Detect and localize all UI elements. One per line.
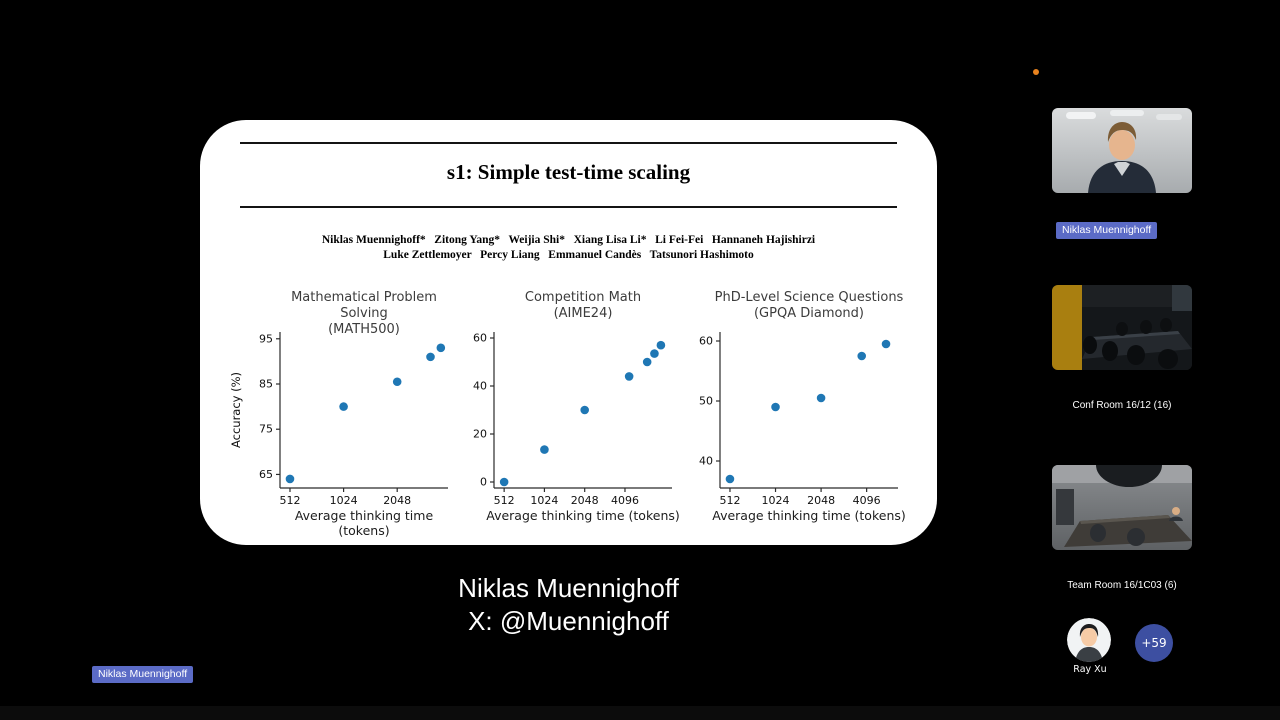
svg-text:512: 512 [279,494,300,507]
paper-title: s1: Simple test-time scaling [446,160,691,184]
svg-text:50: 50 [699,395,713,408]
speaker-handle: X: @Muennighoff [468,606,669,636]
svg-text:60: 60 [699,335,713,348]
presentation-slide: s1: Simple test-time scaling Niklas Muen… [200,120,937,545]
svg-text:1024: 1024 [530,494,558,507]
svg-text:40: 40 [473,380,487,393]
chart-title: Competition Math [524,290,642,305]
svg-text:Accuracy (%): Accuracy (%) [229,372,243,448]
presenter-name-pill: Niklas Muennighoff [1056,222,1158,239]
x-axis-label: Average thinking time (tokens) [486,508,680,523]
scatter-plot-aime24: 512 1024 2048 4096 0 20 40 60 [464,324,684,512]
chart-subtitle: (GPQA Diamond) [753,306,864,321]
speaker-caption: Niklas Muennighoff X: @Muennighoff [200,572,937,638]
team-room-label: Team Room 16/1C03 (6) [1067,580,1177,591]
svg-text:0: 0 [480,476,487,489]
divider-line-mid [240,206,897,208]
team-room-video-feed [1052,465,1192,550]
webcam-video-feed [1052,108,1192,193]
chart-math500: Mathematical Problem Solving (MATH500) 5… [228,290,458,538]
participants-sidebar: Niklas Muennighoff Conf Room 16/12 (16) [1052,0,1202,720]
video-tile-presenter[interactable] [1052,108,1192,193]
svg-text:4096: 4096 [853,494,881,507]
svg-text:95: 95 [259,332,273,345]
video-tile-team-room[interactable] [1052,465,1192,550]
chart-title: PhD-Level Science Questions [714,290,904,305]
svg-text:40: 40 [699,455,713,468]
letterbox-bottom-bar [0,706,1280,720]
divider-line-top [240,142,897,144]
svg-text:1024: 1024 [762,494,790,507]
svg-text:512: 512 [494,494,515,507]
svg-text:2048: 2048 [383,494,411,507]
svg-text:75: 75 [259,423,273,436]
chart-title: Mathematical Problem Solving [291,290,437,321]
svg-text:512: 512 [719,494,740,507]
svg-text:85: 85 [259,378,273,391]
orange-indicator-dot [1033,69,1039,75]
author-list: Niklas Muennighoff* Zitong Yang* Weijia … [200,233,937,263]
conf-room-label: Conf Room 16/12 (16) [1072,400,1172,411]
participant-name-label: Ray Xu [1073,664,1107,675]
chart-aime24: Competition Math (AIME24) 512 1024 2048 409… [464,290,684,538]
conf-room-video-feed [1052,285,1192,370]
scatter-plot-math500: 512 1024 2048 65 75 85 95 Accuracy (%) [228,324,458,512]
charts-row: Mathematical Problem Solving (MATH500) 5… [224,290,914,538]
chart-subtitle: (MATH500) [328,322,400,337]
x-axis-label: Average thinking time (tokens) [712,508,906,523]
scatter-plot-gpqa: 512 1024 2048 4096 40 50 60 [690,324,910,512]
x-axis-label: Average thinking time (tokens) [294,508,434,538]
svg-text:20: 20 [473,428,487,441]
svg-text:2048: 2048 [571,494,599,507]
presenter-name-pill-bottom: Niklas Muennighoff [92,666,194,683]
svg-text:1024: 1024 [330,494,358,507]
svg-text:65: 65 [259,468,273,481]
chart-gpqa: PhD-Level Science Questions (GPQA Diamon… [690,290,910,538]
speaker-name: Niklas Muennighoff [458,573,679,603]
chart-subtitle: (AIME24) [553,306,613,321]
overflow-count-badge[interactable]: +59 [1135,624,1173,662]
svg-text:4096: 4096 [611,494,639,507]
author-line-2: Luke Zettlemoyer Percy Liang Emmanuel Ca… [383,249,754,261]
svg-text:60: 60 [473,332,487,345]
video-tile-conf-room[interactable] [1052,285,1192,370]
avatar-illustration [1067,618,1111,662]
participant-avatar[interactable] [1067,618,1111,662]
svg-text:2048: 2048 [807,494,835,507]
author-line-1: Niklas Muennighoff* Zitong Yang* Weijia … [321,234,816,246]
